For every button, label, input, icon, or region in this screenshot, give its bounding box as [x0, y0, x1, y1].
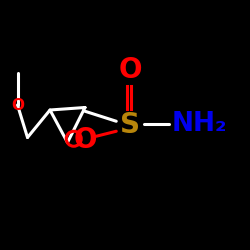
Text: NH₂: NH₂: [171, 111, 227, 137]
Text: O: O: [73, 126, 97, 154]
Text: S: S: [120, 111, 140, 139]
Text: O: O: [118, 56, 142, 84]
Text: O: O: [11, 98, 24, 112]
